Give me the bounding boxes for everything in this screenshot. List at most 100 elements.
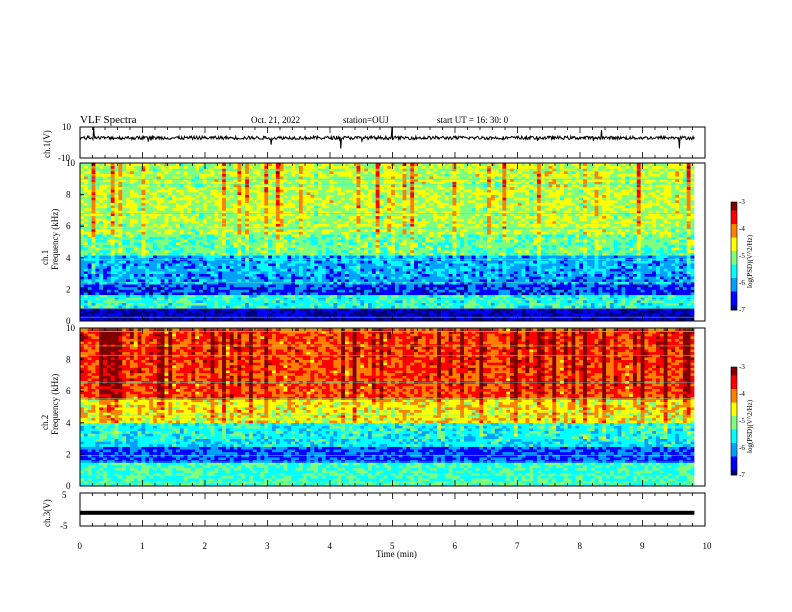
spectrogram-cell xyxy=(352,302,357,306)
spectrogram-cell xyxy=(118,252,123,256)
spectrogram-cell xyxy=(318,244,323,248)
spectrogram-cell xyxy=(218,313,223,317)
spectrogram-cell xyxy=(99,299,104,303)
spectrogram-cell xyxy=(271,318,277,322)
spectrogram-cell xyxy=(83,268,89,272)
spectrogram-cell xyxy=(202,307,208,311)
spectrogram-cell xyxy=(479,292,484,296)
spectrogram-cell xyxy=(598,247,603,251)
spectrogram-cell xyxy=(506,289,511,293)
spectrogram-cell xyxy=(160,249,165,253)
spectrogram-cell xyxy=(410,244,415,248)
spectrogram-cell xyxy=(414,307,419,311)
spectrogram-cell xyxy=(375,265,380,269)
spectrogram-cell xyxy=(302,286,307,290)
spectrogram-cell xyxy=(183,310,188,314)
spectrogram-cell xyxy=(202,260,208,264)
spectrogram-cell xyxy=(172,302,177,306)
spectrogram-cell xyxy=(625,268,630,272)
spectrogram-cell xyxy=(440,239,446,243)
spectrogram-cell xyxy=(248,313,254,317)
spectrogram-cell xyxy=(690,239,695,243)
spectrogram-cell xyxy=(360,313,365,317)
spectrogram-cell xyxy=(306,302,311,306)
spectrogram-cell xyxy=(379,299,384,303)
spectrogram-cell xyxy=(536,292,542,296)
spectrogram-cell xyxy=(248,239,254,243)
spectrogram-cell xyxy=(275,265,281,269)
spectrogram-cell xyxy=(494,273,499,277)
spectrogram-cell xyxy=(594,270,599,274)
spectrogram-cell xyxy=(483,289,488,293)
spectrogram-cell xyxy=(295,299,300,303)
spectrogram-cell xyxy=(248,299,254,303)
spectrogram-cell xyxy=(625,263,630,267)
spectrogram-cell xyxy=(164,294,169,298)
spectrogram-cell xyxy=(287,276,292,280)
spectrogram-cell xyxy=(667,273,672,277)
spectrogram-cell xyxy=(356,273,361,277)
spectrogram-cell xyxy=(510,284,515,288)
spectrogram-cell xyxy=(271,278,277,282)
spectrogram-cell xyxy=(237,239,242,243)
spectrogram-cell xyxy=(114,252,119,256)
spectrogram-cell xyxy=(640,292,645,296)
spectrogram-cell xyxy=(210,273,215,277)
spectrogram-cell xyxy=(448,289,453,293)
spectrogram-cell xyxy=(663,299,668,303)
spectrogram-cell xyxy=(149,244,154,248)
spectrogram-cell xyxy=(206,310,211,314)
spectrogram-cell xyxy=(583,255,588,259)
spectrogram-cell xyxy=(490,263,496,267)
spectrogram-cell xyxy=(644,299,649,303)
spectrogram-cell xyxy=(655,260,661,264)
spectrogram-cell xyxy=(325,284,330,288)
spectrogram-cell xyxy=(471,265,476,269)
spectrogram-cell xyxy=(421,273,426,277)
spectrogram-cell xyxy=(690,252,695,256)
spectrogram-cell xyxy=(425,297,430,301)
ch1-ytick-bottom: -10 xyxy=(58,153,70,163)
spectrogram-cell xyxy=(536,242,542,246)
spectrogram-cell xyxy=(145,318,150,322)
spectrogram-cell xyxy=(487,318,492,322)
spectrogram-cell xyxy=(398,252,403,256)
spectrogram-cell xyxy=(571,284,576,288)
spectrogram-cell xyxy=(402,286,407,290)
spectrogram-cell xyxy=(460,302,465,306)
spectrogram-cell xyxy=(268,260,273,264)
spectrogram-cell xyxy=(414,294,419,298)
spectrogram-cell xyxy=(141,244,146,248)
spectrogram-cell xyxy=(648,289,653,293)
spectrogram-cell xyxy=(606,294,611,298)
spectrogram-cell xyxy=(210,244,215,248)
spectrogram-cell xyxy=(106,270,112,274)
spectrogram-cell xyxy=(644,310,649,314)
spectrogram-cell xyxy=(479,265,484,269)
spectrogram-cell xyxy=(429,299,434,303)
spectrogram-cell xyxy=(421,268,426,272)
spectrogram-cell xyxy=(176,278,181,282)
spectrogram-cell xyxy=(245,242,250,246)
spectrogram-cell xyxy=(437,299,442,303)
spectrogram-cell xyxy=(126,255,131,259)
spectrogram-cell xyxy=(275,284,281,288)
spectrogram-cell xyxy=(506,307,511,311)
spectrogram-cell xyxy=(152,273,158,277)
spectrogram-cell xyxy=(490,310,496,314)
spectrogram-cell xyxy=(310,249,315,253)
spectrogram-cell xyxy=(225,292,231,296)
spectrogram-cell xyxy=(540,302,546,306)
spectrogram-cell xyxy=(126,273,131,277)
spectrogram-cell xyxy=(103,244,108,248)
spectrogram-cell xyxy=(187,307,192,311)
spectrogram-cell xyxy=(287,270,292,274)
spectrogram-cell xyxy=(471,284,476,288)
spectrogram-cell xyxy=(563,284,569,288)
spectrogram-cell xyxy=(563,239,569,243)
spectrogram-cell xyxy=(268,255,273,259)
spectrogram-cell xyxy=(360,247,365,251)
spectrogram-cell xyxy=(663,302,668,306)
spectrogram-cell xyxy=(87,260,92,264)
spectrogram-cell xyxy=(594,286,599,290)
